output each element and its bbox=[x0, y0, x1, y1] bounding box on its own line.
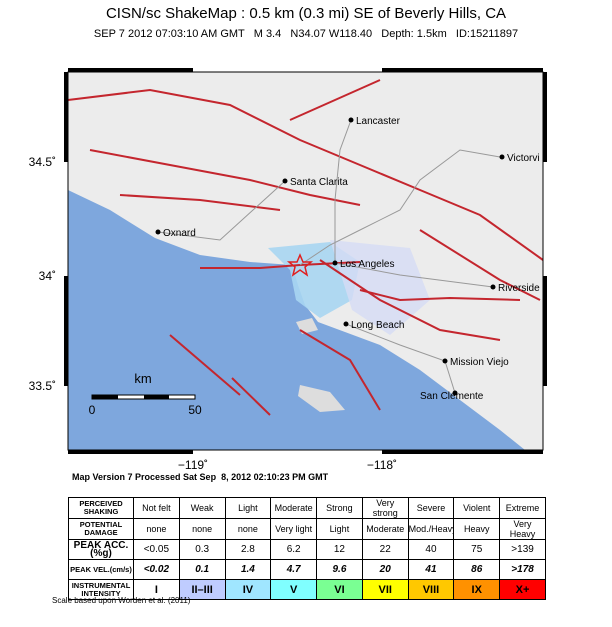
row-header: INSTRUMENTAL INTENSITY bbox=[68, 579, 134, 600]
row-header: POTENTIAL DAMAGE bbox=[68, 518, 134, 540]
city-label: Mission Viejo bbox=[450, 357, 509, 368]
table-cell: Light bbox=[224, 497, 272, 519]
table-cell: <0.05 bbox=[133, 539, 180, 560]
peak-acc-row: PEAK ACC.(%g) <0.05 0.3 2.8 6.2 12 22 40 75 >139 bbox=[68, 539, 546, 560]
table-cell: Heavy bbox=[453, 518, 501, 540]
lat-label: 34˚ bbox=[39, 269, 56, 283]
table-cell: 22 bbox=[361, 539, 409, 560]
lat-label: 34.5˚ bbox=[29, 155, 56, 169]
city-label: Lancaster bbox=[356, 116, 401, 127]
table-cell: Extreme bbox=[499, 497, 546, 519]
table-cell: Violent bbox=[453, 497, 501, 519]
table-cell: V bbox=[270, 579, 318, 600]
table-cell: none bbox=[178, 518, 226, 540]
row-header: PEAK VEL.(cm/s) bbox=[68, 559, 134, 580]
table-cell: Light bbox=[316, 518, 363, 540]
city-label: San Clemente bbox=[420, 391, 484, 402]
table-cell: 40 bbox=[407, 539, 455, 560]
table-cell: Strong bbox=[316, 497, 363, 519]
table-cell: VI bbox=[316, 579, 363, 600]
table-cell: Not felt bbox=[133, 497, 180, 519]
scale-unit: km bbox=[134, 371, 151, 386]
table-cell: >178 bbox=[499, 559, 546, 580]
table-cell: I bbox=[133, 579, 180, 600]
city-label: Santa Clarita bbox=[290, 177, 348, 188]
table-cell: Severe bbox=[407, 497, 455, 519]
table-cell: Moderate bbox=[270, 497, 318, 519]
city-label: Oxnard bbox=[163, 228, 196, 239]
title: CISN/sc ShakeMap : 0.5 km (0.3 mi) SE of… bbox=[106, 5, 506, 22]
perceived-shaking-row: PERCEIVED SHAKING Not felt Weak Light Modera… bbox=[68, 497, 546, 519]
shakemap: CISN/sc ShakeMap : 0.5 km (0.3 mi) SE of… bbox=[29, 5, 547, 470]
lon-label: −118˚ bbox=[367, 458, 397, 470]
map-version: Map Version 7 Processed Sat Sep 8, 2012 … bbox=[72, 472, 329, 482]
table-cell: none bbox=[133, 518, 180, 540]
table-cell: 6.2 bbox=[270, 539, 318, 560]
intensity-row: INSTRUMENTAL INTENSITY I II–III IV V VI VII VII… bbox=[68, 579, 546, 600]
potential-damage-row: POTENTIAL DAMAGE none none none Very light Li… bbox=[68, 518, 546, 540]
table-cell: IV bbox=[224, 579, 272, 600]
map-area bbox=[67, 72, 544, 450]
table-cell: X+ bbox=[499, 579, 546, 600]
table-cell: 20 bbox=[361, 559, 409, 580]
city-label: Los Angeles bbox=[340, 259, 395, 270]
table-cell: Very strong bbox=[361, 497, 409, 519]
table-cell: 1.4 bbox=[224, 559, 272, 580]
table-cell: 0.1 bbox=[178, 559, 226, 580]
table-cell: 4.7 bbox=[270, 559, 318, 580]
footnote: Scale based upon Worden et al. (2011) bbox=[52, 596, 191, 605]
table-cell: Mod./Heavy bbox=[407, 518, 455, 540]
table-cell: 2.8 bbox=[224, 539, 272, 560]
table-cell: Very light bbox=[270, 518, 318, 540]
subtitle: SEP 7 2012 07:03:10 AM GMT M 3.4 N34.07 … bbox=[94, 28, 518, 40]
table-cell: IX bbox=[453, 579, 501, 600]
table-cell: VIII bbox=[407, 579, 455, 600]
cities: Lancaster Victorvi Santa Clarita Oxnard … bbox=[155, 116, 540, 402]
scale-bar: km 0 50 bbox=[89, 371, 202, 417]
city-label: Riverside bbox=[498, 283, 540, 294]
table-cell: Weak bbox=[178, 497, 226, 519]
table-cell: 0.3 bbox=[178, 539, 226, 560]
table-cell: II–III bbox=[178, 579, 226, 600]
axis-labels: 34.5˚ 34˚ 33.5˚ −119˚ −118˚ bbox=[29, 155, 397, 470]
peak-vel-row: PEAK VEL.(cm/s) <0.02 0.1 1.4 4.7 9.6 20 41 86 >1… bbox=[68, 559, 546, 580]
table-cell: >139 bbox=[499, 539, 546, 560]
table-cell: 12 bbox=[316, 539, 363, 560]
scale-end: 50 bbox=[188, 403, 202, 417]
table-cell: 75 bbox=[453, 539, 501, 560]
table-cell: 9.6 bbox=[316, 559, 363, 580]
lon-label: −119˚ bbox=[178, 458, 208, 470]
table-cell: <0.02 bbox=[133, 559, 180, 580]
table-cell: Moderate bbox=[361, 518, 409, 540]
table-cell: 41 bbox=[407, 559, 455, 580]
city-label: Long Beach bbox=[351, 320, 404, 331]
lat-label: 33.5˚ bbox=[29, 379, 56, 393]
frame bbox=[64, 68, 547, 454]
scale-start: 0 bbox=[89, 403, 96, 417]
row-header: PERCEIVED SHAKING bbox=[68, 497, 134, 519]
table-cell: VII bbox=[361, 579, 409, 600]
row-header: PEAK ACC.(%g) bbox=[68, 539, 134, 560]
city-label: Victorvi bbox=[507, 153, 540, 164]
table-cell: Very Heavy bbox=[499, 518, 546, 540]
intensity-legend: PERCEIVED SHAKING Not felt Weak Light Modera… bbox=[68, 497, 546, 600]
table-cell: 86 bbox=[453, 559, 501, 580]
table-cell: none bbox=[224, 518, 272, 540]
